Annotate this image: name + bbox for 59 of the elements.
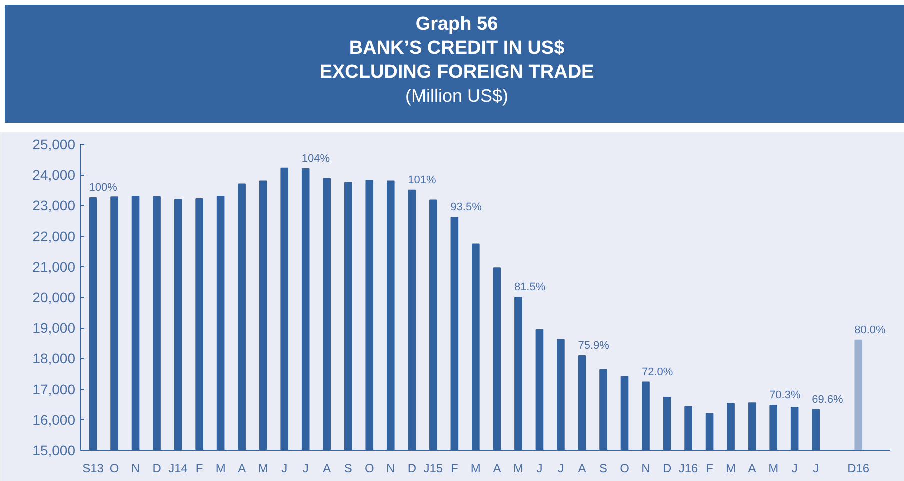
x-tick-label: M: [768, 462, 779, 476]
x-tick-label: A: [238, 462, 246, 476]
y-tick-label: 17,000: [32, 381, 76, 398]
x-tick-label: M: [513, 462, 524, 476]
y-tick-label: 16,000: [32, 412, 76, 428]
x-tick-label: J16: [678, 462, 699, 476]
annotation: 72.0%: [642, 366, 674, 378]
annotation: 104%: [302, 152, 330, 165]
x-tick-label: N: [131, 462, 140, 476]
annotation: 70.3%: [770, 390, 801, 402]
x-tick-label: J: [302, 462, 309, 476]
x-tick-label: N: [386, 462, 396, 476]
x-tick-label: J: [282, 462, 288, 476]
y-tick-label: 23,000: [32, 198, 76, 214]
x-tick-label: J: [536, 462, 543, 476]
y-tick-label: 18,000: [32, 350, 76, 367]
x-tick-label: J14: [168, 462, 188, 476]
x-tick-label: J: [813, 462, 820, 476]
x-tick-label: D: [662, 462, 672, 476]
x-tick-label: F: [706, 462, 714, 476]
y-tick-label: 24,000: [32, 167, 76, 184]
x-tick-label: O: [620, 462, 630, 476]
x-tick-label: F: [196, 462, 204, 476]
x-tick-label: A: [493, 462, 502, 476]
x-tick-label: O: [110, 462, 120, 476]
annotation: 81.5%: [514, 282, 546, 294]
x-tick-label: A: [578, 462, 586, 476]
chart-title: Graph 56 BANK’S CREDIT IN US$ EXCLUDING FOREIGN TRADE: [318, 13, 596, 85]
x-tick-label: M: [258, 462, 268, 476]
x-tick-label: M: [470, 462, 481, 476]
x-tick-label: S: [599, 462, 608, 476]
annotation: 80.0%: [854, 324, 886, 336]
x-tick-label: S13: [82, 462, 104, 476]
y-tick-label: 20,000: [32, 290, 76, 306]
y-tick-label: 19,000: [32, 320, 76, 336]
x-tick-label: M: [216, 462, 226, 476]
chart-subtitle: (Million US$): [404, 85, 510, 107]
x-tick-label: A: [323, 462, 332, 476]
x-tick-label: S: [344, 462, 352, 476]
annotation: 101%: [408, 174, 437, 186]
x-tick-label: D16: [848, 462, 870, 476]
annotation: 100%: [89, 182, 118, 194]
x-tick-label: J15: [424, 462, 444, 476]
x-tick-label: D: [152, 462, 162, 476]
y-tick-label: 15,000: [32, 442, 76, 458]
y-tick-label: 21,000: [32, 258, 76, 275]
x-tick-label: J: [792, 462, 798, 476]
x-tick-label: D: [408, 462, 417, 476]
annotation: 75.9%: [578, 340, 610, 352]
annotation: 93.5%: [450, 202, 482, 214]
x-tick-label: N: [642, 462, 650, 476]
x-tick-label: O: [364, 462, 374, 476]
annotation: 69.6%: [812, 394, 844, 406]
x-tick-label: J: [558, 462, 564, 476]
y-tick-label: 25,000: [32, 136, 76, 152]
y-tick-label: 22,000: [32, 228, 76, 244]
x-tick-label: A: [748, 462, 756, 476]
x-tick-label: M: [726, 462, 736, 476]
x-tick-label: F: [451, 462, 458, 476]
